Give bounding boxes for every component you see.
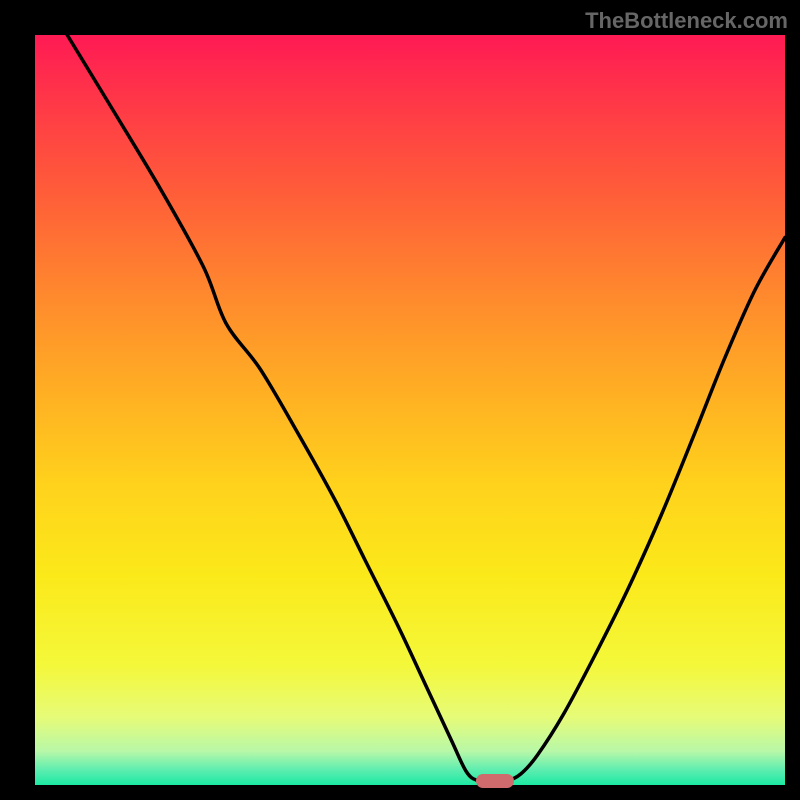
watermark-text: TheBottleneck.com (585, 8, 788, 34)
bottleneck-curve (67, 35, 785, 781)
plot-area (35, 35, 785, 785)
optimal-marker (476, 774, 514, 788)
curve-svg (35, 35, 785, 785)
chart-container: TheBottleneck.com (0, 0, 800, 800)
